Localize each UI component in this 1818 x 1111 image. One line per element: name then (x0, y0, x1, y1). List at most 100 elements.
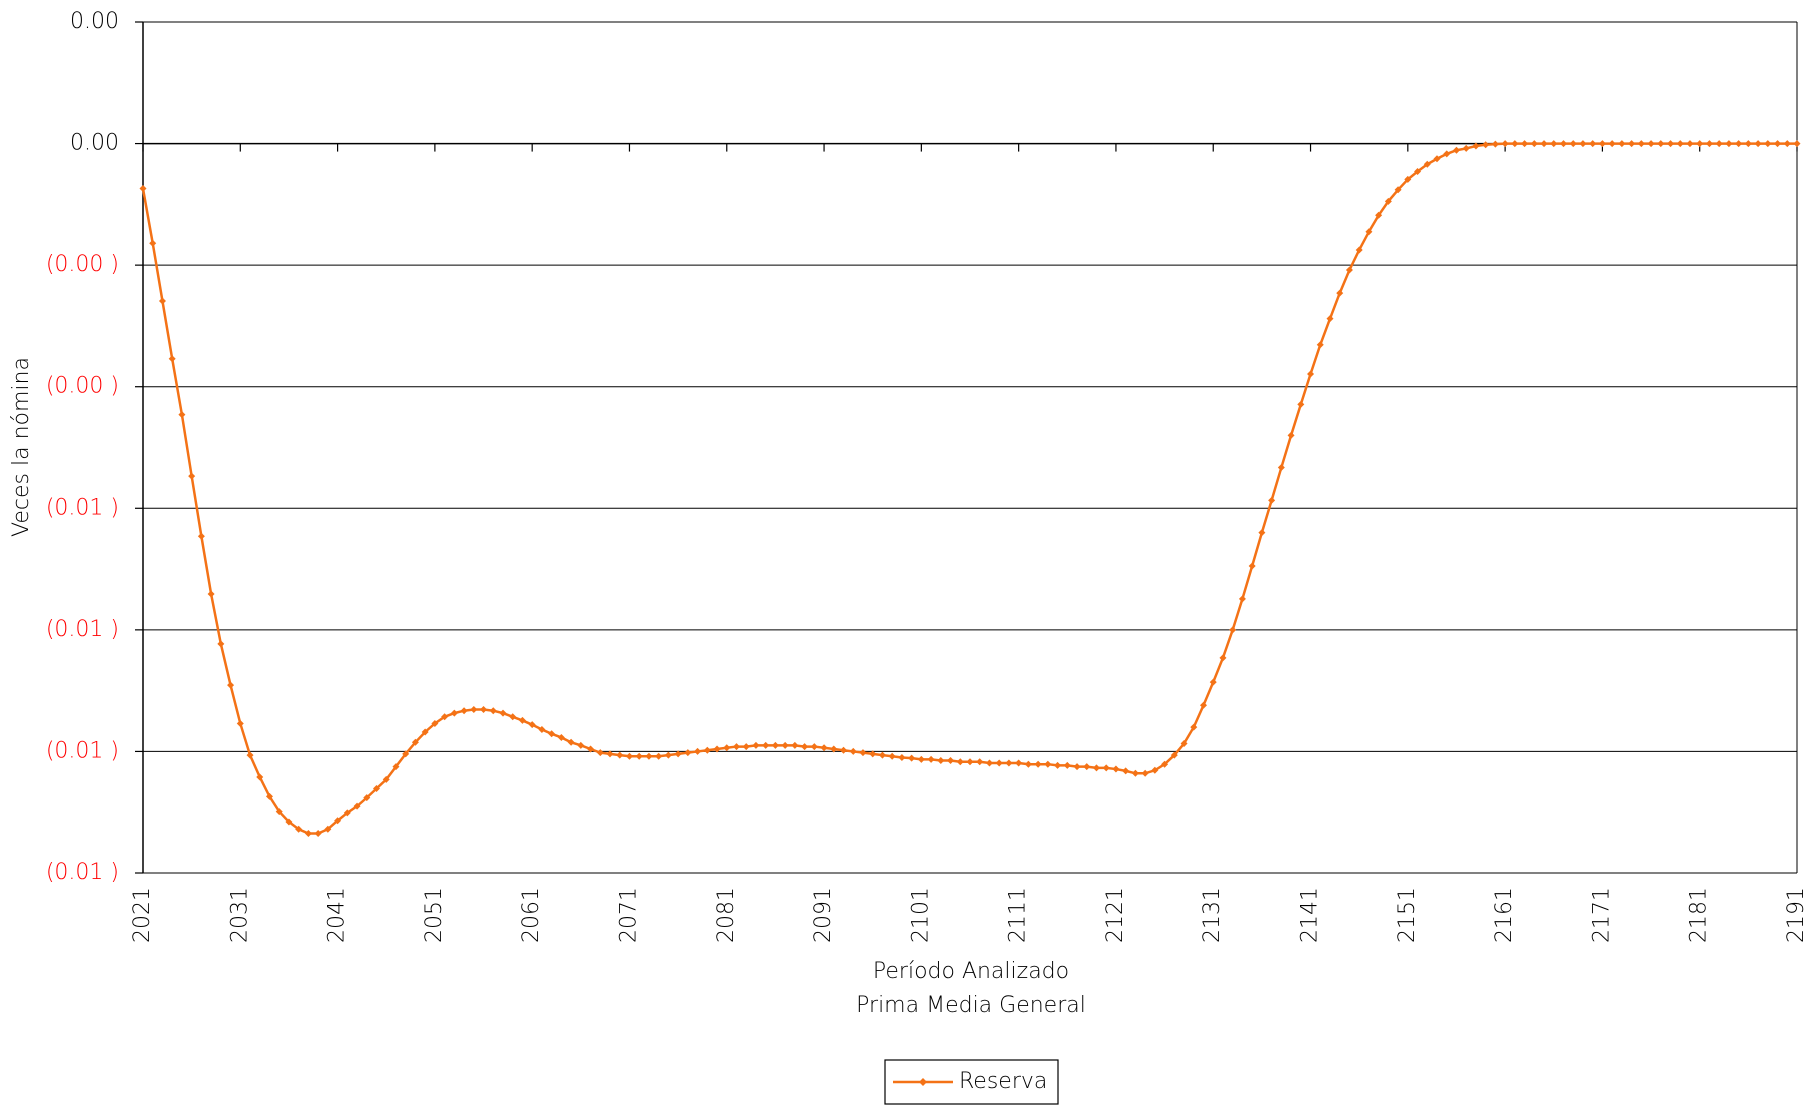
marker (917, 755, 925, 763)
marker (1054, 761, 1062, 769)
marker (1793, 140, 1801, 148)
marker (275, 808, 283, 816)
marker (771, 741, 779, 749)
marker (1521, 140, 1529, 148)
marker (616, 751, 624, 759)
x-tick-label: 2101 (908, 887, 933, 943)
marker (158, 297, 166, 305)
marker (1375, 211, 1383, 219)
marker (1705, 140, 1713, 148)
marker (363, 794, 371, 802)
marker (1297, 400, 1305, 408)
marker (1063, 761, 1071, 769)
marker (1559, 140, 1567, 148)
series-line (141, 142, 1797, 835)
marker (382, 775, 390, 783)
marker (207, 590, 215, 598)
marker (1229, 626, 1237, 634)
x-tick-label: 2091 (811, 887, 836, 943)
marker (1598, 140, 1606, 148)
marker (713, 745, 721, 753)
marker (1774, 140, 1782, 148)
x-tick-label: 2051 (422, 887, 447, 943)
y-tick-label: (0.01 ) (46, 495, 119, 520)
marker (1423, 160, 1431, 168)
marker (947, 757, 955, 765)
marker (1725, 140, 1733, 148)
y-tick-label: (0.01 ) (46, 738, 119, 763)
marker (1287, 431, 1295, 439)
marker (217, 640, 225, 648)
marker (635, 752, 643, 760)
x-axis-title: Período Analizado (873, 959, 1069, 984)
marker (1735, 140, 1743, 148)
marker (441, 713, 449, 721)
marker (1112, 765, 1120, 773)
marker (655, 752, 663, 760)
marker (1579, 140, 1587, 148)
marker (1161, 760, 1169, 768)
marker (1764, 140, 1772, 148)
marker (577, 741, 585, 749)
marker (1277, 464, 1285, 472)
marker (1657, 140, 1665, 148)
marker (256, 773, 264, 781)
marker (1443, 150, 1451, 158)
marker (684, 749, 692, 757)
marker (304, 829, 312, 837)
marker (1034, 760, 1042, 768)
marker (674, 750, 682, 758)
marker (1754, 140, 1762, 148)
marker (723, 744, 731, 752)
x-tick-label: 2031 (227, 887, 252, 943)
x-tick-label: 2131 (1200, 887, 1225, 943)
y-tick-label: (0.00 ) (46, 374, 119, 399)
marker (976, 758, 984, 766)
marker (995, 759, 1003, 767)
marker (1268, 496, 1276, 504)
marker (538, 726, 546, 734)
marker (703, 746, 711, 754)
marker (878, 751, 886, 759)
marker (1238, 595, 1246, 603)
marker (1005, 759, 1013, 767)
marker (567, 738, 575, 746)
marker (1102, 764, 1110, 772)
marker (343, 809, 351, 817)
marker (596, 749, 604, 757)
marker (1180, 740, 1188, 748)
marker (1686, 140, 1694, 148)
marker (791, 741, 799, 749)
marker (1355, 246, 1363, 254)
marker (1219, 654, 1227, 662)
marker (1384, 197, 1392, 205)
marker (1637, 140, 1645, 148)
marker (1414, 168, 1422, 176)
marker (188, 472, 196, 480)
marker (1472, 142, 1480, 150)
marker (450, 709, 458, 717)
legend-label: Reserva (959, 1069, 1047, 1094)
x-tick-label: 2061 (519, 887, 544, 943)
marker (1530, 140, 1538, 148)
marker (1131, 769, 1139, 777)
marker (1550, 140, 1558, 148)
x-tick-label: 2121 (1103, 887, 1128, 943)
marker (402, 750, 410, 758)
x-tick-label: 2161 (1492, 887, 1517, 943)
marker (1676, 140, 1684, 148)
marker (694, 747, 702, 755)
marker (334, 817, 342, 825)
marker (830, 745, 838, 753)
marker (1170, 751, 1178, 759)
marker (489, 707, 497, 715)
marker (1452, 146, 1460, 154)
marker (1569, 140, 1577, 148)
marker (801, 743, 809, 751)
marker (752, 741, 760, 749)
marker (197, 532, 205, 540)
marker (480, 705, 488, 713)
marker (548, 730, 556, 738)
y-tick-label: (0.01 ) (46, 860, 119, 885)
